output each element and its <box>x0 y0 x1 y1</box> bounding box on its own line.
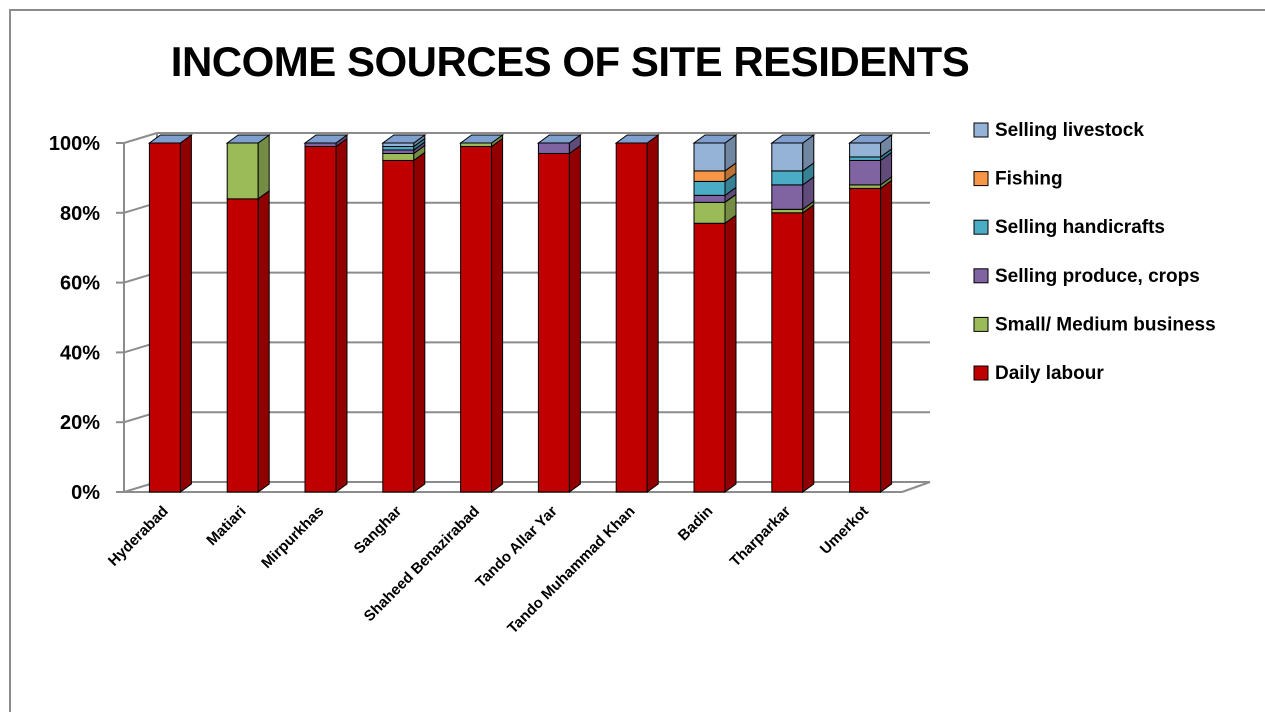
bar-segment <box>382 145 415 151</box>
x-tick-label: Matiari <box>203 503 249 549</box>
bar-segment <box>460 142 493 147</box>
bar-segment <box>849 159 882 186</box>
bar-segment-side <box>568 144 581 493</box>
bar-top <box>147 134 193 144</box>
chart-title: INCOME SOURCES OF SITE RESIDENTS <box>170 38 970 85</box>
legend-swatch <box>973 365 989 381</box>
bar-segment <box>226 142 259 200</box>
bar-segment <box>460 145 493 493</box>
bar-top <box>225 134 271 144</box>
bar-segment <box>693 180 726 196</box>
bar-segment <box>226 198 259 493</box>
x-tick-label: Badin <box>675 503 716 544</box>
bar-segment <box>537 152 570 493</box>
legend-swatch <box>973 122 989 138</box>
bar-segment <box>382 142 415 147</box>
bar-segment <box>693 142 726 172</box>
bar-top <box>614 134 660 144</box>
bar-segment <box>148 142 181 493</box>
bar-segment <box>693 201 726 224</box>
y-tick-label: 40% <box>60 342 100 364</box>
bar-segment <box>771 142 804 172</box>
bar-segment-side <box>491 137 504 493</box>
bar-segment <box>304 145 337 493</box>
bar-segment-side <box>413 151 426 493</box>
legend-swatch <box>973 316 989 332</box>
legend-label: Fishing <box>995 169 1063 190</box>
bar-top <box>459 134 505 144</box>
bar-top <box>692 134 738 144</box>
x-tick-label: Tando Allar Yar <box>472 503 561 592</box>
bar-segment <box>537 142 570 154</box>
bar-segment <box>693 222 726 493</box>
bar-segment <box>771 208 804 214</box>
bar-top <box>303 134 349 144</box>
bar-segment <box>615 142 648 493</box>
bar-segment <box>382 159 415 493</box>
bar-segment <box>849 142 882 158</box>
bar-segment <box>849 184 882 189</box>
bar-segment <box>382 149 415 154</box>
bar-segment-side <box>880 179 893 493</box>
legend-label: Small/ Medium business <box>995 314 1216 335</box>
bar-segment-side <box>646 134 659 493</box>
y-tick-label: 0% <box>71 482 100 504</box>
x-tick-label: Tando Muhammad Khan <box>504 503 638 637</box>
gridline-depth <box>123 132 158 144</box>
bar-segment-side <box>257 189 270 493</box>
legend-label: Selling livestock <box>995 120 1144 141</box>
bar-segment <box>304 142 337 147</box>
bar-segment <box>771 184 804 210</box>
x-tick-label: Mirpurkhas <box>258 503 327 572</box>
bar-segment <box>693 170 726 182</box>
y-tick-label: 60% <box>60 273 100 295</box>
bar-segment-side <box>802 203 815 493</box>
bar-top <box>536 134 582 144</box>
bar-segment-side <box>335 137 348 493</box>
legend-label: Daily labour <box>995 363 1104 384</box>
bar-segment-side <box>724 214 737 493</box>
bar-segment-side <box>257 134 270 200</box>
bar-segment <box>849 187 882 493</box>
bar-segment <box>849 156 882 161</box>
bar-segment-side <box>179 134 192 493</box>
bar-top <box>770 134 816 144</box>
y-tick-label: 20% <box>60 412 100 434</box>
bar-segment <box>771 212 804 493</box>
bar-segment <box>771 170 804 186</box>
bar-segment <box>382 152 415 161</box>
x-tick-label: Hyderabad <box>105 503 172 570</box>
floor-edge <box>901 481 931 493</box>
legend-swatch <box>973 171 989 187</box>
y-tick-label: 80% <box>60 203 100 225</box>
bar-top <box>381 134 427 144</box>
bar-top <box>848 134 894 144</box>
bar-segment <box>693 194 726 203</box>
x-tick-label: Umerkot <box>817 503 872 558</box>
y-tick-label: 100% <box>49 133 100 155</box>
legend-swatch <box>973 268 989 284</box>
x-tick-label: Tharparkar <box>727 503 795 571</box>
legend-label: Selling handicrafts <box>995 217 1165 238</box>
legend-label: Selling produce, crops <box>995 266 1200 287</box>
x-tick-label: Sanghar <box>351 503 406 558</box>
legend-swatch <box>973 219 989 235</box>
